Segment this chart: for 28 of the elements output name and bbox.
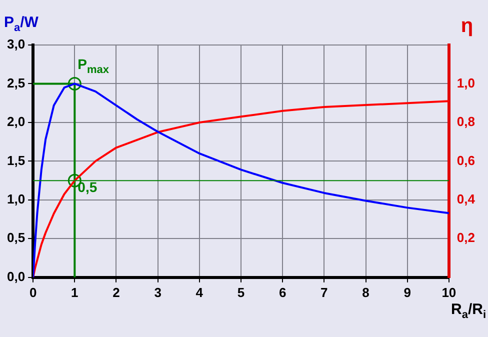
annotation: 0,5 [78,178,98,195]
x-tick-label: 7 [320,284,328,300]
y-axis-title: P$_{a}$/W [4,14,38,36]
x-tick-label: 6 [278,284,286,300]
x-tick-label: 0 [29,284,37,300]
x-axis-title: R$_{a}$/R$_{i}$ [451,301,486,324]
y-tick-label: 1,0 [6,192,26,207]
y-tick-label: 0,5 [6,230,26,246]
x-tick-label: 5 [237,284,245,300]
x-tick-label: 8 [362,284,370,300]
y2-tick-label: 0,8 [456,114,476,130]
annotation: P$_{max}$ [78,56,110,76]
x-tick-label: 4 [196,284,204,300]
x-tick-label: 10 [442,284,456,300]
y-tick-label: 2,5 [6,75,26,90]
y2-tick-label: 0,6 [456,152,476,168]
y-tick-label: 2,0 [6,114,26,130]
y2-axis-title: η [460,15,474,37]
x-tick-label: 3 [154,284,162,300]
y-tick-label: 1,5 [6,152,26,168]
y-tick-label: 0,0 [6,268,26,284]
y2-tick-label: 1,0 [456,75,476,90]
y2-tick-label: 0,4 [456,192,476,207]
x-tick-label: 1 [71,284,78,300]
y-tick-label: 3,0 [6,36,26,52]
x-tick-label: 2 [112,284,120,300]
x-tick-label: 9 [404,284,411,300]
y2-tick-label: 0,2 [456,230,476,246]
